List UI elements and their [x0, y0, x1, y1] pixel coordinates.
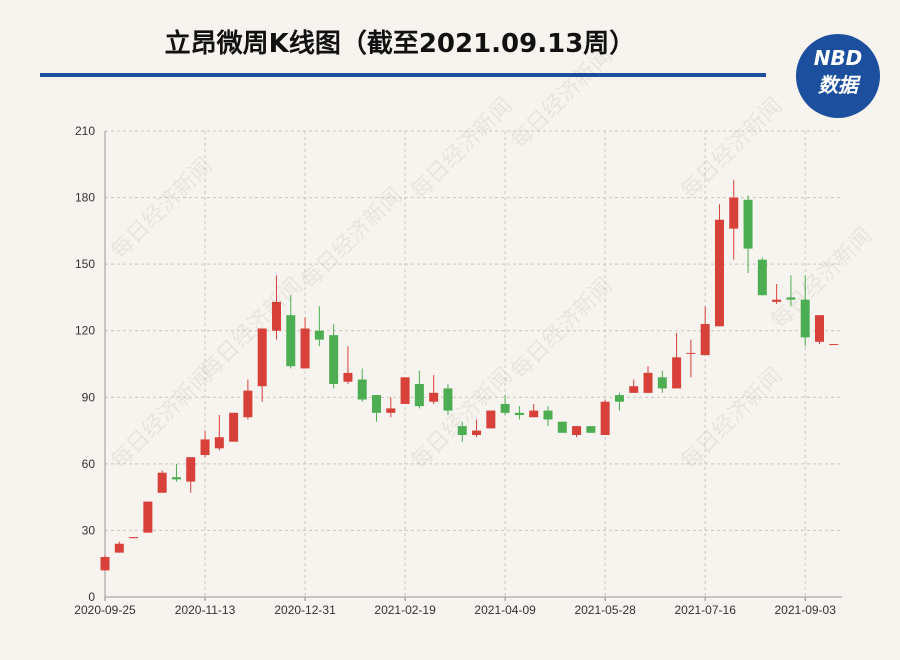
title-rule — [40, 73, 766, 77]
candle-body — [186, 457, 196, 482]
candle-body — [700, 324, 710, 356]
y-tick-label: 180 — [75, 191, 95, 205]
candle-body — [414, 383, 424, 407]
x-tick-label: 2021-09-03 — [775, 603, 837, 617]
watermark: 每日经济新闻 — [507, 273, 618, 384]
plot: 每日经济新闻每日经济新闻每日经济新闻每日经济新闻每日经济新闻每日经济新闻每日经济… — [74, 43, 877, 617]
candle-body — [614, 395, 624, 402]
candle-body — [143, 501, 153, 533]
y-tick-label: 60 — [82, 457, 96, 471]
logo-text: NBD — [814, 46, 863, 70]
candle-body — [443, 388, 453, 411]
candle-body — [229, 412, 239, 442]
candle-body — [386, 408, 396, 413]
candle-body — [729, 197, 739, 229]
y-tick-label: 150 — [75, 257, 95, 271]
watermark: 每日经济新闻 — [407, 363, 518, 474]
candle-body — [114, 543, 124, 553]
candle-body — [300, 328, 310, 369]
y-tick-label: 90 — [82, 390, 96, 404]
candle-body — [100, 557, 110, 571]
candle-body — [600, 401, 610, 436]
candle-body — [829, 344, 839, 346]
y-tick-label: 0 — [88, 590, 95, 604]
y-tick-label: 210 — [75, 124, 95, 138]
watermark: 每日经济新闻 — [677, 363, 788, 474]
candle-body — [514, 412, 524, 416]
candle-body — [786, 297, 796, 300]
candle-body — [772, 299, 782, 302]
candle-body — [529, 410, 539, 418]
candle-body — [586, 426, 596, 433]
candle-body — [543, 410, 553, 420]
candle-body — [557, 421, 567, 433]
watermark: 每日经济新闻 — [107, 153, 218, 264]
candle-body — [429, 392, 439, 402]
candle-body — [200, 439, 210, 455]
candle-body — [171, 477, 181, 480]
candle-body — [757, 259, 767, 296]
candle-body — [400, 377, 410, 404]
candle-body — [800, 299, 810, 338]
candle-body — [743, 199, 753, 249]
watermark: 每日经济新闻 — [507, 43, 618, 154]
x-tick-label: 2020-09-25 — [74, 603, 136, 617]
logo — [796, 34, 880, 118]
candle-body — [129, 537, 139, 539]
x-tick-label: 2021-07-16 — [674, 603, 736, 617]
x-tick-label: 2020-12-31 — [274, 603, 336, 617]
candle-body — [629, 386, 639, 393]
candle-body — [257, 328, 267, 387]
y-tick-label: 30 — [82, 523, 96, 537]
candle-body — [157, 472, 167, 493]
candle-body — [457, 426, 467, 436]
candle-body — [314, 330, 324, 340]
x-tick-label: 2021-04-09 — [474, 603, 536, 617]
candle-body — [714, 219, 724, 327]
candle-body — [486, 410, 496, 429]
watermark: 每日经济新闻 — [407, 93, 518, 204]
y-tick-label: 120 — [75, 324, 95, 338]
x-tick-label: 2021-02-19 — [374, 603, 436, 617]
watermark: 每日经济新闻 — [107, 363, 218, 474]
candle-body — [357, 379, 367, 400]
candle-body — [643, 372, 653, 393]
x-tick-label: 2020-11-13 — [175, 603, 236, 617]
x-tick-label: 2021-05-28 — [574, 603, 636, 617]
candle-body — [243, 390, 253, 418]
candle-body — [472, 430, 482, 436]
candle-body — [372, 395, 382, 413]
watermark: 每日经济新闻 — [677, 93, 788, 204]
candle-body — [271, 301, 281, 331]
candle-body — [343, 372, 353, 382]
watermark: 每日经济新闻 — [297, 183, 408, 294]
logo-text: 数据 — [818, 73, 861, 97]
candle-body — [286, 315, 296, 367]
candle-body — [214, 437, 224, 449]
chart-title: 立昂微周K线图（截至2021.09.13周） — [165, 28, 636, 59]
candle-body — [672, 357, 682, 389]
candle-body — [657, 377, 667, 389]
candle-body — [815, 315, 824, 342]
candle-body — [572, 426, 582, 436]
candle-body — [329, 335, 339, 384]
candle-body — [686, 352, 696, 354]
candle-body — [500, 403, 510, 413]
